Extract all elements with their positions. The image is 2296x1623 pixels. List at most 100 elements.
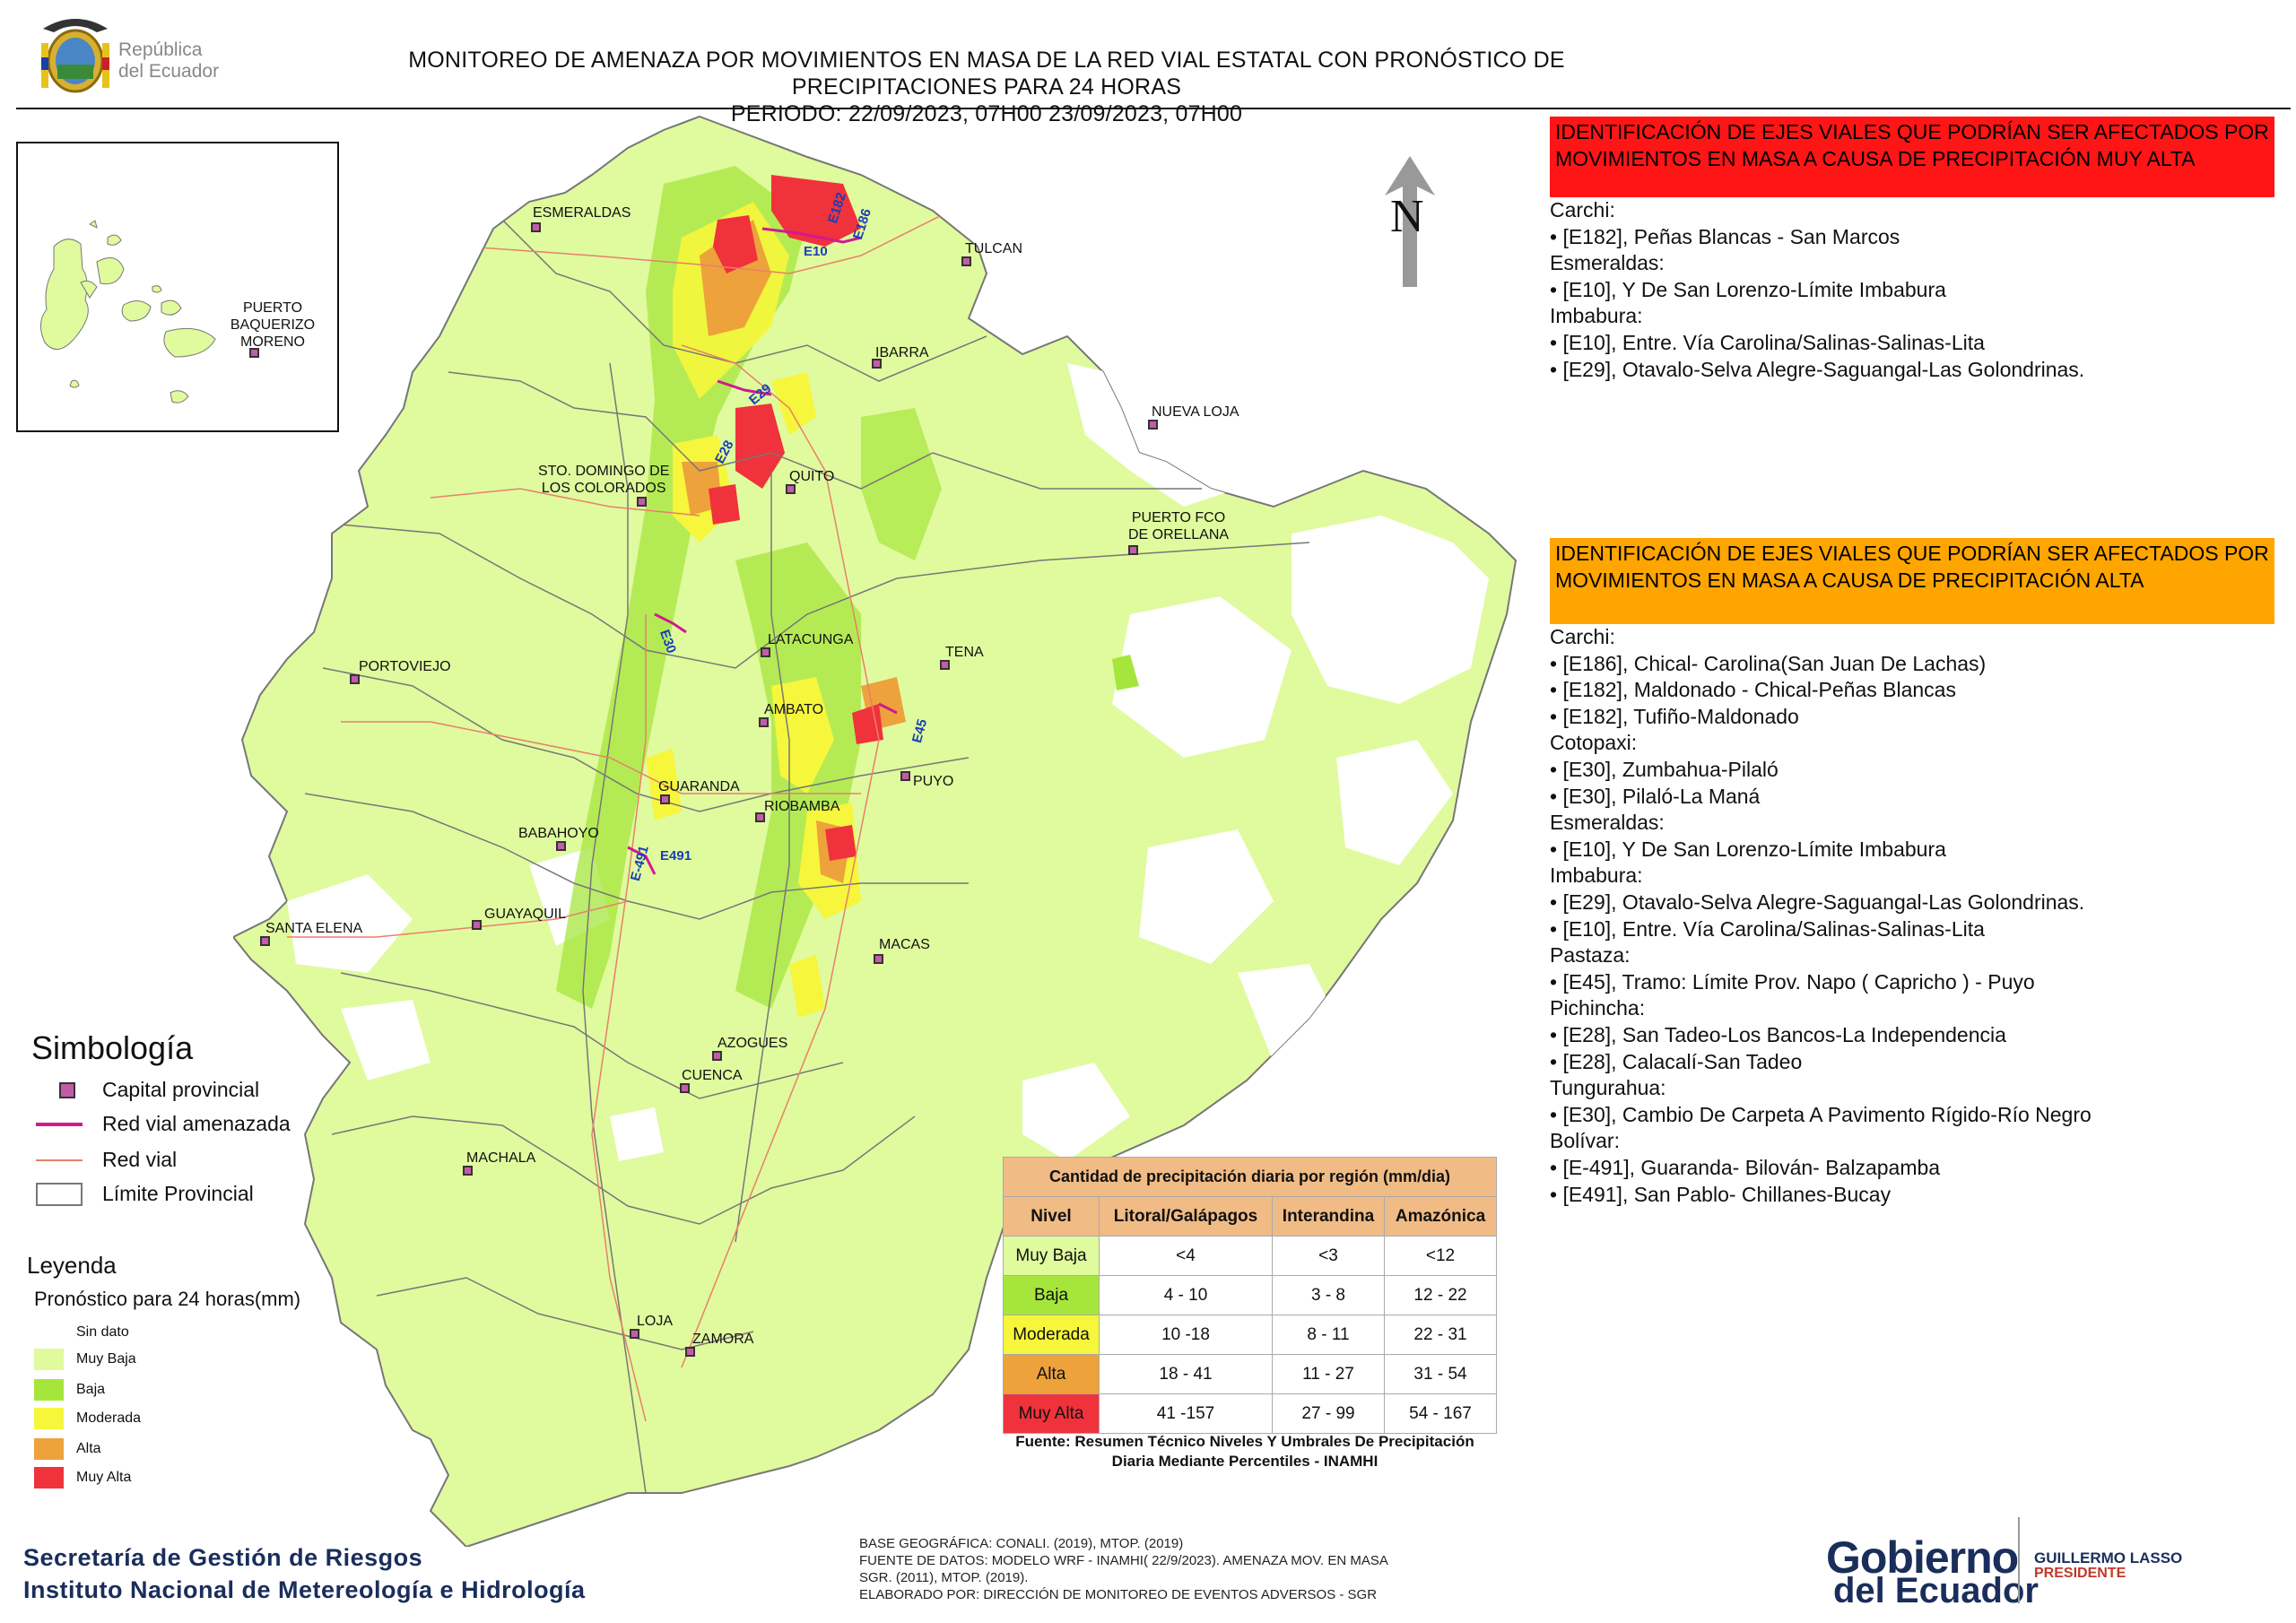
table-cell-amazonica: 12 - 22 <box>1384 1275 1497 1315</box>
column-header-litoral: Litoral/Galápagos <box>1099 1196 1273 1237</box>
capital-marker-loja <box>630 1329 639 1339</box>
city-label-nueva-loja: NUEVA LOJA <box>1152 404 1239 420</box>
city-label-portoviejo: PORTOVIEJO <box>359 659 451 674</box>
panel-alta-line: • [E28], Calacalí-San Tadeo <box>1550 1049 1803 1073</box>
capital-marker-machala <box>463 1166 473 1176</box>
simbologia-limite-provincial: Límite Provincial <box>36 1182 254 1206</box>
panel-alta-line: Pichincha: <box>1550 996 1646 1020</box>
road-label-e491: E491 <box>660 848 692 864</box>
capital-marker-azogues <box>712 1051 722 1061</box>
city-label-latacunga: LATACUNGA <box>768 632 854 647</box>
panel-muy_alta-line: • [E10], Y De San Lorenzo-Límite Imbabur… <box>1550 277 1946 301</box>
swatch-alta <box>34 1438 64 1460</box>
table-cell-interandina: <3 <box>1272 1236 1385 1276</box>
gobierno-logo-line1: Gobierno <box>1826 1532 2019 1583</box>
panel-muy_alta-line: Imbabura: <box>1550 304 1643 328</box>
north-arrow-icon <box>1385 156 1435 287</box>
panel-alta-line: • [E45], Tramo: Límite Prov. Napo ( Capr… <box>1550 969 2035 994</box>
panel-alta-line: Pastaza: <box>1550 943 1631 968</box>
ecuador-map <box>233 116 1517 1547</box>
city-label-machala: MACHALA <box>466 1150 536 1166</box>
swatch-baja <box>34 1379 64 1401</box>
panel-muy_alta-line: Carchi: <box>1550 198 1615 221</box>
city-label-puerto-baquerizo-moreno: PUERTO BAQUERIZO MORENO <box>230 300 316 350</box>
panel-alta-line: • [E186], Chical- Carolina(San Juan De L… <box>1550 651 1987 675</box>
gobierno-logo-line2: del Ecuador <box>1833 1571 2039 1610</box>
table-cell-amazonica: <12 <box>1384 1236 1497 1276</box>
panel-muy_alta-line: Esmeraldas: <box>1550 251 1665 275</box>
leyenda-muy-alta: Muy Alta <box>34 1467 131 1488</box>
capital-marker-riobamba <box>755 812 765 822</box>
map-title-line2: PERIODO: 22/09/2023, 07H00 23/09/2023, 0… <box>730 101 1243 126</box>
table-cell-nivel: Muy Baja <box>1003 1236 1100 1276</box>
city-label-cuenca: CUENCA <box>682 1068 743 1083</box>
city-label-riobamba: RIOBAMBA <box>764 799 840 814</box>
panel-alta-line: • [E28], San Tadeo-Los Bancos-La Indepen… <box>1550 1023 2006 1046</box>
credit-line: SGR. (2011), MTOP. (2019). <box>859 1570 1029 1585</box>
precipitation-table: Cantidad de precipitación diaria por reg… <box>1003 1157 1497 1434</box>
capital-marker-tulcan <box>961 256 971 266</box>
leyenda-label: Sin dato <box>76 1324 129 1340</box>
galapagos-islands <box>40 220 216 404</box>
coat-of-arms-logo <box>41 19 109 93</box>
city-label-santo-domingo: STO. DOMINGO DE LOS COLORADOS <box>538 464 670 496</box>
panel-muy_alta-line: • [E29], Otavalo-Selva Alegre-Saguangal-… <box>1550 357 2085 381</box>
panel-alta-line: • [E182], Maldonado - Chical-Peñas Blanc… <box>1550 678 1956 702</box>
panel-alta-line: Tungurahua: <box>1550 1076 1666 1100</box>
panel-muy_alta-line: • [E10], Entre. Vía Carolina/Salinas-Sal… <box>1550 331 1985 354</box>
panel-alta-line: Carchi: <box>1550 625 1615 648</box>
panel-alta-line: • [E30], Pilaló-La Maná <box>1550 784 1761 808</box>
city-label-tulcan: TULCAN <box>965 241 1023 256</box>
table-cell-nivel: Muy Alta <box>1003 1393 1100 1434</box>
leyenda-label: Moderada <box>76 1410 142 1426</box>
org-name-sgr: Secretaría de Gestión de Riesgos <box>23 1544 423 1571</box>
simbologia-title: Simbología <box>31 1029 194 1066</box>
city-label-babahoyo: BABAHOYO <box>518 826 599 841</box>
simbologia-label: Red vial amenazada <box>102 1112 291 1135</box>
capital-marker-ibarra <box>872 359 882 369</box>
capital-marker-tena <box>940 660 950 670</box>
panel-alta-heading: IDENTIFICACIÓN DE EJES VIALES QUE PODRÍA… <box>1550 538 2274 624</box>
capital-marker-guaranda <box>660 794 670 804</box>
table-cell-interandina: 8 - 11 <box>1272 1315 1385 1355</box>
leyenda-label: Baja <box>76 1382 106 1397</box>
precipitation-table-body: Muy Baja <4 <3 <12 Baja 4 - 10 3 - 8 12 - 22 Mod… <box>1003 1236 1497 1434</box>
panel-alta-line: • [E30], Zumbahua-Pilaló <box>1550 758 1779 781</box>
table-row: Baja 4 - 10 3 - 8 12 - 22 <box>1003 1275 1497 1315</box>
column-header-nivel: Nivel <box>1003 1196 1100 1237</box>
north-label: N <box>1390 191 1424 242</box>
panel-alta-line: Cotopaxi: <box>1550 731 1638 755</box>
capital-marker-portoviejo <box>350 674 360 684</box>
logo-divider <box>2018 1517 2020 1603</box>
credit-line: ELABORADO POR: DIRECCIÓN DE MONITOREO DE… <box>859 1587 1378 1602</box>
city-label-guayaquil: GUAYAQUIL <box>484 907 566 922</box>
swatch-sin-dato <box>34 1322 64 1343</box>
city-label-azogues: AZOGUES <box>718 1036 788 1051</box>
table-row: Moderada 10 -18 8 - 11 22 - 31 <box>1003 1315 1497 1355</box>
capital-marker-macas <box>874 954 883 964</box>
credit-line: BASE GEOGRÁFICA: CONALI. (2019), MTOP. (… <box>859 1536 1184 1551</box>
threatened-roads <box>627 227 898 875</box>
table-cell-interandina: 27 - 99 <box>1272 1393 1385 1434</box>
provincial-limit-icon <box>36 1182 83 1206</box>
simbologia-label: Límite Provincial <box>102 1182 254 1205</box>
table-cell-litoral: 18 - 41 <box>1099 1354 1273 1394</box>
table-cell-litoral: 4 - 10 <box>1099 1275 1273 1315</box>
table-row: Muy Baja <4 <3 <12 <box>1003 1236 1497 1276</box>
provincial-limits <box>304 219 1310 1494</box>
table-cell-nivel: Alta <box>1003 1354 1100 1394</box>
capital-marker-esmeraldas <box>531 222 541 232</box>
credit-line: FUENTE DE DATOS: MODELO WRF - INAMHI( 22… <box>859 1553 1388 1568</box>
panel-muy_alta-line: • [E182], Peñas Blancas - San Marcos <box>1550 224 1900 248</box>
capital-marker-babahoyo <box>556 841 566 851</box>
panel-alta-line: Imbabura: <box>1550 864 1643 888</box>
muy-alta-cells <box>709 175 883 861</box>
map-credits: BASE GEOGRÁFICA: CONALI. (2019), MTOP. (… <box>859 1535 1388 1603</box>
simbologia-red-vial-amenazada: Red vial amenazada <box>36 1112 291 1136</box>
leyenda-label: Muy Alta <box>76 1470 132 1485</box>
swatch-muy-baja <box>34 1349 64 1370</box>
leyenda-muy-baja: Muy Baja <box>34 1349 136 1370</box>
city-label-tena: TENA <box>945 645 984 660</box>
panel-alta-line: • [E29], Otavalo-Selva Alegre-Saguangal-… <box>1550 890 2085 914</box>
panel-alta-line: Bolívar: <box>1550 1129 1620 1153</box>
